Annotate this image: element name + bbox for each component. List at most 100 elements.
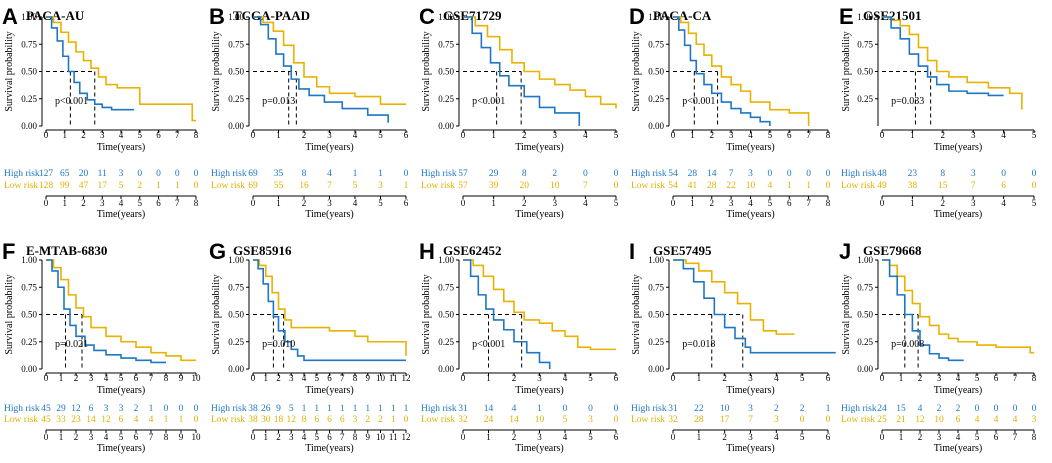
panel-g-risk-tick-label: 7 bbox=[340, 432, 345, 442]
panel-i-y-tick-label: 0.50 bbox=[648, 310, 664, 320]
panel-a-risk-tick-label: 0 bbox=[44, 198, 49, 208]
panel-e-x-tick-label: 1 bbox=[910, 130, 915, 140]
panel-d-risk-tick-label: 0 bbox=[671, 198, 676, 208]
panel-g-risk-low-count: 30 bbox=[261, 415, 271, 425]
panel-e-risk-low-count: 0 bbox=[1032, 181, 1037, 191]
panel-c-x-tick-label: 2 bbox=[522, 130, 527, 140]
panel-f-p-value: p=0.021 bbox=[55, 339, 88, 350]
panel-j-x-label: Time(years) bbox=[934, 385, 983, 396]
panel-h-risk-low-count: 32 bbox=[458, 415, 468, 425]
panel-g-letter: G bbox=[209, 239, 226, 264]
panel-d-letter: D bbox=[629, 4, 645, 29]
panel-j-x-tick-label: 7 bbox=[1013, 373, 1018, 383]
panel-f-y-tick-label: 0.50 bbox=[21, 310, 37, 320]
panel-h-y-tick-label: 0.75 bbox=[438, 282, 454, 292]
panel-j-risk-high-count: 0 bbox=[1013, 404, 1018, 414]
panel-a-y-tick-label: 0.75 bbox=[21, 39, 37, 49]
panel-b-risk-low-count: 16 bbox=[299, 181, 309, 191]
panel-c-x-label: Time(years) bbox=[515, 142, 564, 153]
panel-g-x-tick-label: 7 bbox=[340, 373, 345, 383]
panel-f-risk-low-count: 4 bbox=[134, 415, 139, 425]
panel-d-p-value: p<0.001 bbox=[682, 96, 715, 107]
panel-g-x-tick-label: 9 bbox=[366, 373, 371, 383]
panel-j-y-tick-label: 0.00 bbox=[857, 364, 873, 374]
panel-i-y-tick-label: 0.75 bbox=[648, 282, 664, 292]
panel-h-x-tick-label: 0 bbox=[461, 373, 466, 383]
panel-j-risk-low-count: 10 bbox=[934, 415, 944, 425]
panel-d-risk-high-count: 0 bbox=[806, 169, 811, 179]
panel-g-risk-low-count: 1 bbox=[391, 415, 396, 425]
panel-c-risk-low-count: 20 bbox=[519, 181, 529, 191]
panel-i-title: GSE57495 bbox=[653, 243, 712, 258]
panel-c-risk-high-count: 29 bbox=[489, 169, 499, 179]
panel-b-risk-low-count: 55 bbox=[274, 181, 284, 191]
panel-e-x-tick-label: 4 bbox=[1001, 130, 1006, 140]
panel-d-y-tick-label: 0.75 bbox=[648, 39, 664, 49]
panel-j-risk-low-label: Low risk bbox=[841, 415, 875, 425]
panel-b-risk-tick-label: 3 bbox=[327, 198, 332, 208]
panel-a-risk-x-label: Time(years) bbox=[97, 209, 146, 220]
panel-h-risk-low-count: 0 bbox=[614, 415, 619, 425]
panel-h-risk-low-count: 5 bbox=[563, 415, 568, 425]
panel-i-letter: I bbox=[629, 239, 635, 264]
panel-f-risk-tick-label: 3 bbox=[89, 432, 94, 442]
panel-g-risk-high-count: 1 bbox=[353, 404, 358, 414]
panel-h-risk-tick-label: 6 bbox=[614, 432, 619, 442]
panel-c-risk-low-label: Low risk bbox=[421, 181, 455, 191]
panel-d-y-tick-label: 1.00 bbox=[648, 12, 664, 22]
panel-a-risk-low-count: 128 bbox=[39, 181, 54, 191]
panel-d-risk-low-count: 1 bbox=[787, 181, 792, 191]
panel-a-risk-tick-label: 8 bbox=[194, 198, 199, 208]
panel-f-x-tick-label: 7 bbox=[149, 373, 154, 383]
panel-d-x-tick-label: 4 bbox=[748, 130, 753, 140]
panel-j-risk-high-count: 2 bbox=[956, 404, 961, 414]
panel-a-y-tick-label: 1.00 bbox=[21, 12, 37, 22]
panel-c-risk-tick-label: 0 bbox=[461, 198, 466, 208]
panel-g-risk-tick-label: 8 bbox=[353, 432, 358, 442]
panel-b-risk-tick-label: 6 bbox=[404, 198, 409, 208]
panel-i-x-tick-label: 4 bbox=[774, 373, 779, 383]
panel-f-x-tick-label: 6 bbox=[134, 373, 139, 383]
panel-h-risk-tick-label: 5 bbox=[588, 432, 593, 442]
panel-c-risk-tick-label: 4 bbox=[583, 198, 588, 208]
panel-c-risk-tick-label: 5 bbox=[614, 198, 619, 208]
panel-f-y-tick-label: 1.00 bbox=[21, 255, 37, 265]
panel-e-risk-tick-label: 4 bbox=[1001, 198, 1006, 208]
panel-a-risk-tick-label: 3 bbox=[100, 198, 105, 208]
panel-h-risk-tick-label: 2 bbox=[512, 432, 517, 442]
panel-j-risk-high-count: 0 bbox=[994, 404, 999, 414]
panel-g-risk-low-label: Low risk bbox=[211, 415, 245, 425]
panel-e-x-tick-label: 3 bbox=[971, 130, 976, 140]
panel-g-x-tick-label: 6 bbox=[327, 373, 332, 383]
panel-b-risk-tick-label: 1 bbox=[276, 198, 281, 208]
panel-i-risk-high-count: 10 bbox=[720, 404, 730, 414]
panel-g-x-tick-label: 11 bbox=[389, 373, 398, 383]
panel-g-x-tick-label: 5 bbox=[315, 373, 320, 383]
panel-a-risk-low-count: 1 bbox=[175, 181, 180, 191]
panel-h-risk-high-count: 1 bbox=[537, 404, 542, 414]
panel-g-curve-low-risk bbox=[253, 259, 407, 356]
panel-c-risk-low-count: 57 bbox=[458, 181, 468, 191]
panel-g-y-label: Survival probability bbox=[211, 274, 222, 354]
panel-b-y-tick-label: 0.50 bbox=[228, 67, 244, 77]
panel-j-y-tick-label: 1.00 bbox=[857, 255, 873, 265]
panel-f-risk-tick-label: 1 bbox=[59, 432, 64, 442]
panel-a-risk-high-count: 0 bbox=[175, 169, 180, 179]
panel-f-risk-tick-label: 9 bbox=[179, 432, 184, 442]
panel-a-curve-high-risk bbox=[46, 16, 135, 111]
panel-j-x-tick-label: 8 bbox=[1032, 373, 1037, 383]
panel-h-risk-high-count: 14 bbox=[484, 404, 494, 414]
panel-g-risk-high-count: 1 bbox=[340, 404, 345, 414]
panel-a-risk-high-label: High risk bbox=[4, 169, 40, 179]
panel-g-risk-tick-label: 3 bbox=[289, 432, 294, 442]
panel-g-risk-tick-label: 6 bbox=[327, 432, 332, 442]
panel-h-letter: H bbox=[419, 239, 435, 264]
panel-f-x-tick-label: 3 bbox=[89, 373, 94, 383]
panel-a-risk-high-count: 20 bbox=[79, 169, 89, 179]
panel-h-risk-x-label: Time(years) bbox=[515, 443, 564, 454]
panel-j-risk-low-count: 3 bbox=[1032, 415, 1037, 425]
panel-c-risk-low-count: 39 bbox=[489, 181, 499, 191]
panel-c-y-tick-label: 0.00 bbox=[438, 121, 454, 131]
panel-g-risk-tick-label: 4 bbox=[302, 432, 307, 442]
panel-h-risk-high-count: 0 bbox=[588, 404, 593, 414]
